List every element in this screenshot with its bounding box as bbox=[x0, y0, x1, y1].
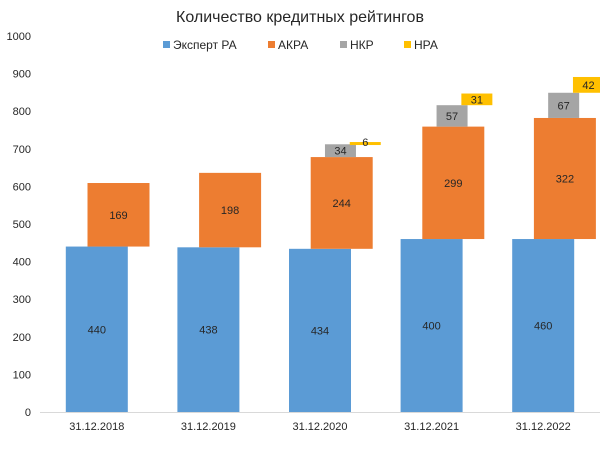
legend: Эксперт РА АКРА НКР НРА bbox=[163, 38, 438, 52]
y-tick-label: 1000 bbox=[7, 31, 31, 43]
y-tick-label: 400 bbox=[13, 257, 31, 269]
x-tick-label: 31.12.2020 bbox=[292, 421, 347, 433]
y-tick-label: 900 bbox=[13, 69, 31, 81]
bar-segment bbox=[533, 117, 596, 240]
bar-segment bbox=[87, 183, 150, 247]
y-tick-label: 800 bbox=[13, 106, 31, 118]
y-axis: 0 100 200 300 400 500 600 700 800 900 1000 bbox=[7, 31, 31, 419]
data-label: 42 bbox=[582, 80, 594, 92]
bar-segment bbox=[461, 93, 493, 106]
data-label: 34 bbox=[334, 146, 346, 158]
data-label: 440 bbox=[88, 324, 106, 336]
y-tick-label: 300 bbox=[13, 294, 31, 306]
x-tick-label: 31.12.2021 bbox=[404, 421, 459, 433]
y-tick-label: 500 bbox=[13, 219, 31, 231]
x-tick-label: 31.12.2019 bbox=[181, 421, 236, 433]
legend-swatch bbox=[340, 41, 347, 48]
bars: 440 169 438 198 434 244 34 6 400 299 57 31 460 322 67 4… bbox=[65, 76, 600, 412]
data-label: 299 bbox=[444, 178, 462, 190]
data-label: 322 bbox=[556, 174, 574, 186]
bar-segment bbox=[572, 76, 600, 93]
y-tick-label: 700 bbox=[13, 144, 31, 156]
data-label: 460 bbox=[534, 321, 552, 333]
data-label: 244 bbox=[333, 198, 351, 210]
legend-swatch bbox=[268, 41, 275, 48]
y-tick-label: 600 bbox=[13, 181, 31, 193]
legend-swatch bbox=[163, 41, 170, 48]
y-tick-label: 0 bbox=[25, 407, 31, 419]
x-tick-label: 31.12.2022 bbox=[516, 421, 571, 433]
legend-label: НКР bbox=[350, 38, 374, 52]
data-label: 198 bbox=[221, 205, 239, 217]
bar-segment bbox=[65, 246, 128, 412]
bar-segment bbox=[548, 92, 580, 118]
x-axis: 31.12.2018 31.12.2019 31.12.2020 31.12.2021… bbox=[40, 412, 600, 433]
bar-segment bbox=[324, 144, 356, 158]
bar-segment bbox=[400, 239, 463, 412]
legend-swatch bbox=[404, 41, 411, 48]
bar-segment bbox=[512, 239, 575, 412]
legend-label: НРА bbox=[414, 38, 438, 52]
data-label: 434 bbox=[311, 325, 329, 337]
bar-segment bbox=[177, 247, 240, 412]
legend-label: АКРА bbox=[278, 38, 308, 52]
bar-segment bbox=[199, 172, 262, 248]
data-label: 67 bbox=[558, 100, 570, 112]
chart-title: Количество кредитных рейтингов bbox=[176, 9, 424, 26]
x-tick-label: 31.12.2018 bbox=[69, 421, 124, 433]
bar-segment bbox=[436, 105, 468, 127]
bar-segment bbox=[422, 126, 485, 240]
y-tick-label: 100 bbox=[13, 369, 31, 381]
data-label: 6 bbox=[362, 137, 368, 149]
data-label: 169 bbox=[109, 210, 127, 222]
bar-segment bbox=[310, 157, 373, 249]
data-label: 438 bbox=[199, 325, 217, 337]
legend-label: Эксперт РА bbox=[173, 38, 237, 52]
data-label: 31 bbox=[471, 94, 483, 106]
bar-segment bbox=[349, 142, 381, 146]
data-label: 57 bbox=[446, 111, 458, 123]
bar-segment bbox=[289, 248, 351, 412]
data-label: 400 bbox=[422, 321, 440, 333]
y-tick-label: 200 bbox=[13, 332, 31, 344]
